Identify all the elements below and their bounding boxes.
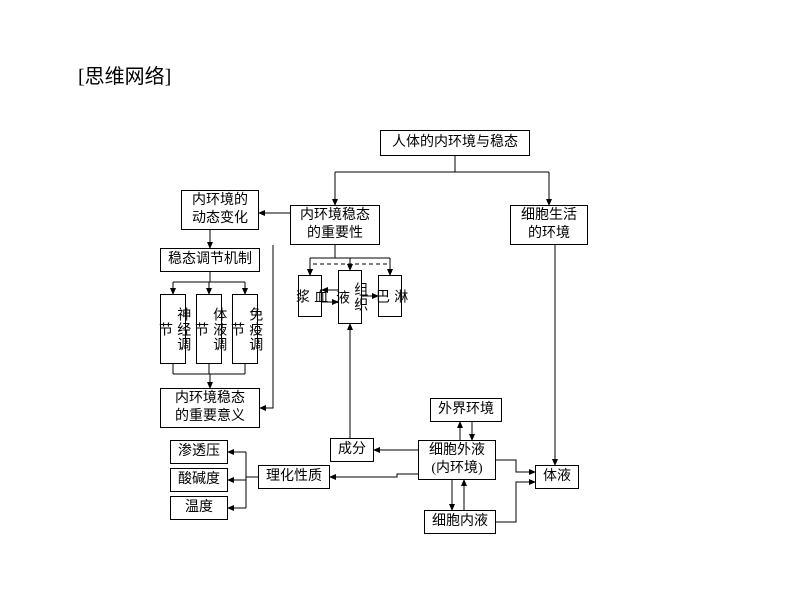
node-bodyfluid: 体液 — [535, 465, 579, 489]
node-mechanism: 稳态调节机制 — [160, 248, 260, 272]
node-physchem: 理化性质 — [258, 465, 330, 489]
node-ph: 酸碱度 — [170, 468, 228, 492]
node-dynamic: 内环境的动态变化 — [181, 190, 259, 230]
node-osmotic: 渗透压 — [170, 440, 228, 464]
node-outside: 外界环境 — [430, 398, 502, 422]
node-intracell: 细胞内液 — [424, 510, 496, 534]
node-root: 人体的内环境与稳态 — [380, 130, 530, 156]
page-title: [思维网络] — [78, 60, 171, 89]
node-lymph: 淋巴 — [378, 275, 402, 317]
node-composition: 成分 — [330, 438, 374, 462]
node-immune: 免疫调节 — [232, 294, 258, 364]
node-temp: 温度 — [170, 496, 228, 520]
node-cellenv: 细胞生活的环境 — [510, 205, 588, 245]
node-importance: 内环境稳态的重要性 — [290, 205, 380, 245]
node-tissue: 组织液 — [338, 270, 362, 324]
node-extracell: 细胞外液(内环境) — [418, 440, 496, 480]
node-humoral: 体液调节 — [196, 294, 222, 364]
node-plasma: 血浆 — [298, 275, 322, 317]
node-neuro: 神经调节 — [160, 294, 186, 364]
node-sig: 内环境稳态的重要意义 — [160, 388, 260, 428]
